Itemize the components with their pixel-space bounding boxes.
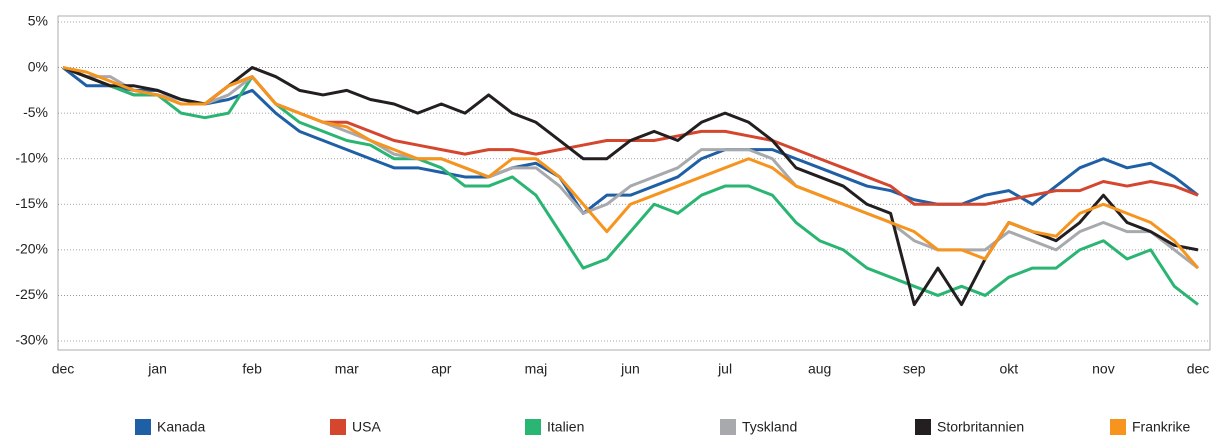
x-tick-label: sep [903, 361, 926, 377]
legend-swatch [720, 419, 736, 435]
x-tick-label: jan [147, 361, 167, 377]
x-tick-label: aug [808, 361, 831, 377]
x-tick-label: dec [52, 361, 75, 377]
legend-swatch [525, 419, 541, 435]
legend-label: Storbritannien [937, 419, 1024, 435]
legend-swatch [330, 419, 346, 435]
x-tick-label: jun [620, 361, 640, 377]
x-tick-label: mar [335, 361, 359, 377]
series-line [62, 66, 1199, 206]
y-tick-label: -10% [15, 149, 48, 165]
x-tick-label: maj [525, 361, 548, 377]
x-tick-label: nov [1092, 361, 1115, 377]
x-tick-label: feb [242, 361, 262, 377]
y-tick-label: 5% [28, 13, 48, 29]
y-tick-label: -20% [15, 241, 48, 257]
legend-swatch [135, 419, 151, 435]
y-tick-label: -15% [15, 195, 48, 211]
series-line [62, 66, 1199, 215]
legend-label: Tyskland [742, 419, 797, 435]
plot-frame [57, 15, 1211, 351]
legend-label: Frankrike [1132, 419, 1191, 435]
x-tick-label: jul [717, 361, 732, 377]
x-tick-label: apr [431, 361, 452, 377]
legend-swatch [1110, 419, 1126, 435]
y-tick-label: -30% [15, 332, 48, 348]
x-tick-label: okt [999, 361, 1018, 377]
legend-label: Kanada [157, 419, 205, 435]
y-tick-label: -5% [23, 104, 48, 120]
legend-label: USA [352, 419, 381, 435]
y-tick-label: -25% [15, 286, 48, 302]
legend-swatch [915, 419, 931, 435]
x-tick-label: dec [1187, 361, 1210, 377]
y-tick-label: 0% [28, 58, 48, 74]
series-line [62, 66, 1200, 270]
legend-label: Italien [547, 419, 584, 435]
